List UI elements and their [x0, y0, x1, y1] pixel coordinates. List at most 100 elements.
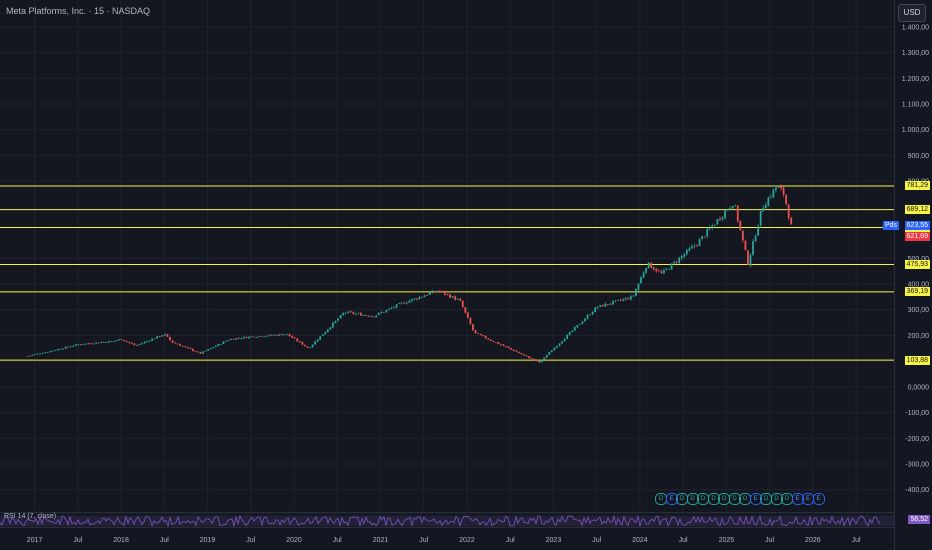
candle-body [133, 343, 136, 346]
time-tick-label: 2025 [719, 537, 735, 544]
candle-body [680, 256, 683, 259]
candle-body [390, 307, 393, 309]
candle-body [344, 312, 347, 314]
candle-body [41, 353, 44, 354]
candle-body [790, 217, 793, 225]
candle-body [594, 307, 597, 312]
time-tick-label: 2024 [632, 537, 648, 544]
candle-body [128, 341, 131, 343]
horizontal-levels[interactable] [0, 185, 895, 361]
earnings-marker[interactable]: E [802, 493, 814, 505]
candle-body [708, 228, 711, 230]
dividend-marker[interactable]: D [655, 493, 667, 505]
candle-body [777, 186, 780, 188]
dividend-marker[interactable]: D [728, 493, 741, 505]
candlestick-series [26, 184, 793, 363]
earnings-marker[interactable]: E [749, 493, 762, 505]
dividend-marker[interactable]: D [697, 493, 709, 505]
time-tick-label: Jul [246, 537, 255, 544]
candle-body [174, 342, 176, 344]
candle-body [622, 299, 625, 301]
candle-body [120, 339, 123, 340]
candle-body [118, 339, 120, 341]
candle-body [278, 334, 281, 336]
price-chart-svg[interactable] [0, 0, 895, 510]
rsi-band [0, 516, 895, 526]
candle-body [288, 333, 291, 337]
candle-body [769, 196, 772, 198]
candle-body [724, 210, 726, 218]
candle-body [589, 314, 591, 316]
candle-body [579, 323, 581, 325]
rsi-pane[interactable] [0, 512, 895, 529]
candle-body [612, 301, 614, 305]
earnings-marker[interactable]: E [791, 493, 804, 505]
candle-body [449, 294, 451, 298]
candle-body [431, 290, 434, 294]
candle-body [102, 342, 105, 343]
candle-body [780, 186, 782, 189]
candle-body [522, 354, 525, 356]
candle-body [158, 336, 161, 337]
candle-body [505, 345, 507, 347]
pds-badge[interactable]: Pds [882, 220, 899, 230]
dividend-marker[interactable]: D [707, 493, 720, 505]
level-price-badge: 103,88 [904, 355, 930, 365]
candle-body [525, 355, 528, 357]
candle-body [64, 346, 67, 349]
level-price-badge: 475,93 [904, 259, 930, 269]
candle-body [673, 261, 676, 264]
candle-body [624, 298, 627, 300]
dividend-marker[interactable]: D [760, 493, 772, 505]
candle-body [640, 277, 642, 284]
candle-body [726, 209, 729, 211]
candle-body [357, 313, 360, 315]
candle-body [141, 343, 143, 345]
price-axis[interactable]: 1.400,00 1.300,00 1.200,00 1.100,00 1.000,00… [894, 0, 932, 550]
main-chart-pane[interactable]: Meta Platforms, Inc. · 15 · NASDAQ [0, 0, 895, 510]
candle-body [479, 333, 482, 336]
dividend-marker[interactable]: D [739, 493, 751, 505]
candle-body [151, 338, 154, 341]
currency-button[interactable]: USD [898, 4, 926, 22]
dividend-marker[interactable]: D [686, 493, 699, 505]
candle-body [270, 334, 273, 336]
earnings-marker[interactable]: E [812, 493, 825, 505]
candle-body [446, 293, 449, 295]
candle-body [421, 296, 423, 298]
symbol-title[interactable]: Meta Platforms, Inc. · 15 · NASDAQ [6, 6, 151, 16]
candle-body [247, 336, 250, 339]
dividend-marker[interactable]: D [718, 493, 730, 505]
candle-body [214, 345, 217, 348]
candle-body [543, 357, 546, 360]
candle-body [749, 255, 752, 266]
earnings-marker[interactable]: E [665, 493, 678, 505]
candle-body [36, 353, 39, 355]
price-tick-label: 900,00 [908, 153, 930, 160]
candle-body [237, 338, 240, 339]
candle-body [698, 239, 701, 246]
candle-body [352, 312, 355, 314]
dividend-marker[interactable]: D [676, 493, 688, 505]
time-tick-label: Jul [73, 537, 82, 544]
candle-body [339, 315, 342, 319]
candle-body [398, 303, 401, 305]
candle-body [191, 348, 194, 351]
candle-body [759, 210, 762, 226]
candle-body [130, 342, 133, 344]
candle-body [314, 341, 316, 345]
candle-body [614, 300, 617, 302]
candle-body [92, 343, 95, 345]
candle-body [691, 246, 693, 249]
dividend-marker[interactable]: D [770, 493, 783, 505]
candle-body [423, 295, 426, 298]
candle-body [309, 347, 311, 349]
dividend-marker[interactable]: D [781, 493, 793, 505]
price-axis-svg: 1.400,00 1.300,00 1.200,00 1.100,00 1.000,00… [902, 24, 930, 494]
candle-body [456, 298, 459, 300]
candle-body [31, 354, 34, 356]
candle-body [665, 268, 668, 270]
rsi-legend[interactable]: RSI 14 (7, close) [4, 513, 57, 520]
time-axis[interactable]: 2017 Jul 2018 Jul 2019 Jul 2020 Jul 2021 Jul 2022 J… [0, 527, 895, 550]
price-tick-label: 1.300,00 [902, 50, 929, 57]
